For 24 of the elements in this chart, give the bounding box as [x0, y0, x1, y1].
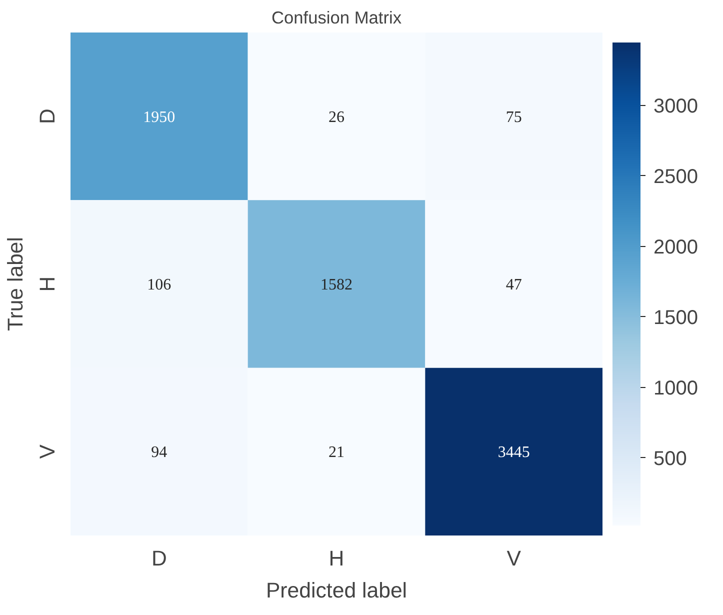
data-label: 21 — [328, 444, 344, 462]
data-label: 1950 — [143, 108, 176, 126]
chart-title: Confusion Matrix — [271, 8, 402, 28]
x-tick-label: H — [328, 546, 344, 570]
data-label: 3445 — [498, 444, 530, 462]
color-bar-label: 500 — [654, 448, 687, 470]
x-tick-label: D — [151, 546, 167, 570]
color-bar-label: 1500 — [654, 306, 698, 329]
y-axis-title: True label — [4, 236, 28, 332]
color-bar-label: 1000 — [654, 377, 698, 400]
color-bar-label: 3000 — [654, 95, 698, 118]
data-label: 75 — [506, 108, 522, 126]
x-tick-label: V — [506, 546, 522, 570]
y-tick-label: H — [36, 276, 60, 292]
data-label: 94 — [151, 444, 168, 462]
x-axis-title: Predicted label — [266, 578, 408, 602]
color-bar-label: 2000 — [654, 236, 698, 258]
color-bar-label: 2500 — [654, 166, 698, 188]
data-label: 106 — [147, 276, 172, 294]
data-label: 47 — [506, 276, 522, 294]
y-tick-label: V — [36, 444, 60, 459]
y-tick-label: D — [36, 108, 60, 124]
data-label: 26 — [328, 108, 344, 126]
data-label: 1582 — [320, 276, 352, 294]
